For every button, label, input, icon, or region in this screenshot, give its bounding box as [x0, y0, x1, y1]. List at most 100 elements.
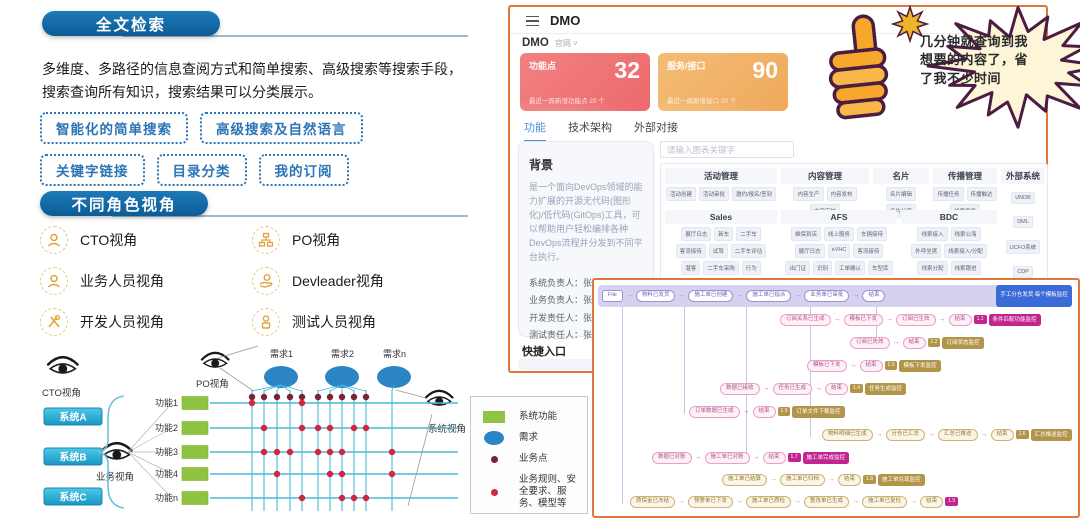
- module-chip[interactable]: 车辆接待: [857, 227, 888, 241]
- module-chip[interactable]: CDP: [1013, 266, 1033, 278]
- module-chip[interactable]: eVHC: [827, 244, 851, 258]
- module-chip[interactable]: 活动审批: [698, 187, 729, 201]
- flow-row: 施工单已结算 → 施工单已归档 → 结束 1.8 施工单兑现监控: [722, 474, 925, 486]
- module-chip[interactable]: 展厅日志: [794, 244, 825, 258]
- flow-arrow-icon: →: [938, 316, 946, 324]
- flow-arrow-icon: →: [762, 385, 770, 393]
- flow-row: 模板已下发 → 结束 1.3 模板下发监控: [807, 360, 941, 372]
- module-chip[interactable]: 工单确认: [835, 261, 866, 275]
- blue-ellipse: [479, 431, 509, 446]
- module-chip[interactable]: 内容生产: [793, 187, 824, 201]
- module-chip[interactable]: 展厅日志: [681, 227, 712, 241]
- tab-功能[interactable]: 功能: [524, 119, 546, 142]
- legend-item: 需求: [479, 431, 579, 446]
- legend-label: 业务点: [519, 453, 548, 465]
- role-item: 测试人员视角: [252, 308, 450, 336]
- search-feature-tags: 智能化的简单搜索 高级搜索及自然语言 关键字链接 目录分类 我的订阅: [40, 112, 386, 186]
- flow-arrow-icon: →: [892, 339, 900, 347]
- module-chip[interactable]: 传播触达: [966, 187, 997, 201]
- module-chip[interactable]: 新车: [714, 227, 734, 241]
- module-chip[interactable]: 线索接入: [917, 227, 948, 241]
- search-feature-tag: 智能化的简单搜索: [40, 112, 188, 144]
- module-chip[interactable]: 邀约/报名/签到: [731, 187, 777, 201]
- flow-node: 结束: [920, 496, 944, 508]
- role-label: PO视角: [292, 232, 341, 248]
- module-chip[interactable]: UNDB: [1011, 192, 1035, 204]
- module-chip[interactable]: 内容发布: [826, 187, 857, 201]
- flow-step-chip: 1.3: [884, 361, 898, 371]
- quick-entry-box[interactable]: [518, 359, 622, 370]
- tab-技术架构[interactable]: 技术架构: [568, 122, 612, 134]
- flow-step-chip: 1.9: [945, 497, 959, 507]
- module-chip[interactable]: 客流接待: [675, 244, 706, 258]
- flow-arrow-icon: →: [742, 408, 750, 416]
- svg-text:系统B: 系统B: [59, 451, 86, 464]
- module-chip[interactable]: 名片编辑: [885, 187, 916, 201]
- hamburger-menu-icon[interactable]: [526, 16, 539, 26]
- module-group: 名片名片编辑名片分享: [873, 168, 929, 218]
- module-chip[interactable]: 活动创建: [665, 187, 696, 201]
- flow-arrow-icon: →: [828, 476, 836, 484]
- search-input[interactable]: [660, 141, 794, 158]
- flow-row: 订阅已失效 → 结束 1.2 订阅状态监控: [850, 337, 984, 349]
- search-feature-tag: 高级搜索及自然语言: [200, 112, 363, 144]
- module-chip[interactable]: 线上服务: [823, 227, 854, 241]
- module-chip[interactable]: 二手车评估: [730, 244, 767, 258]
- flow-step-chip: 1.6: [1015, 430, 1029, 440]
- svg-text:业务视角: 业务视角: [96, 471, 134, 483]
- module-group-items: 活动创建 活动审批 邀约/报名/签到: [665, 187, 777, 201]
- module-chip[interactable]: 客流接待: [853, 244, 884, 258]
- red-dot: [490, 488, 498, 496]
- speech-bubble-starburst: [890, 4, 1080, 129]
- module-chip[interactable]: UCFO系统: [1005, 240, 1041, 254]
- system-button[interactable]: [43, 447, 103, 466]
- system-button[interactable]: [43, 487, 103, 506]
- flow-node: 任务已生成: [772, 383, 813, 395]
- stat-card: 服务/接口 90 最近一周新增接口 20 个: [658, 53, 788, 111]
- testimonial-text: 几分钟就查询到我想要的内容了，省了我不少时间: [920, 34, 1029, 86]
- quick-entry-label: 快捷入口: [522, 346, 566, 358]
- module-chip[interactable]: 线索接入/分配: [944, 244, 987, 258]
- module-chip[interactable]: 外呼坐席: [911, 244, 942, 258]
- module-chip[interactable]: 线索分配: [917, 261, 948, 275]
- module-chip[interactable]: DML: [1013, 216, 1033, 228]
- flow-arrow-icon: →: [736, 498, 744, 506]
- module-chip[interactable]: 车型库: [868, 261, 893, 275]
- flow-row: 订阅关系已生成 → 模板已下发 → 订阅已生效 → 结束 1.1 条件匹配功能监控: [780, 314, 1041, 326]
- tester-icon: [252, 308, 280, 336]
- flow-arrow-icon: →: [928, 431, 936, 439]
- role-item: 开发人员视角: [40, 308, 252, 336]
- flow-row: 质保金已冻结 → 预警单已下发 → 施工单已质检 → 整改单已生成 → 施工单已复检 → 结束 1.9: [630, 496, 959, 508]
- flow-arrow-icon: →: [794, 498, 802, 506]
- breadcrumb-main: DMO: [522, 37, 549, 49]
- flow-arrow-icon: →: [625, 292, 633, 300]
- flow-node: 结束: [825, 383, 849, 395]
- org-chart-icon: [252, 226, 280, 254]
- svg-text:功能4: 功能4: [155, 468, 178, 479]
- module-chip[interactable]: 二手车采购: [703, 261, 739, 275]
- module-chip[interactable]: 线索公海: [950, 227, 981, 241]
- role-label: 业务人员视角: [80, 273, 164, 289]
- svg-text:系统视角: 系统视角: [428, 423, 466, 435]
- system-button[interactable]: [43, 407, 103, 426]
- legend-label: 业务规则、安全要求、服务、模型等: [519, 473, 577, 510]
- svg-text:CTO视角: CTO视角: [42, 387, 81, 399]
- module-chip[interactable]: 潜客: [681, 261, 701, 275]
- tab-外部对接[interactable]: 外部对接: [634, 122, 678, 134]
- module-group-items: 名片编辑名片分享: [873, 187, 929, 218]
- owner-line: 系统负责人：张磊: [529, 277, 602, 288]
- stat-card-title: 服务/接口: [667, 61, 706, 71]
- module-group-title: 外部系统: [1001, 168, 1045, 184]
- module-chip[interactable]: 行为: [741, 261, 761, 275]
- module-chip[interactable]: 试驾: [708, 244, 728, 258]
- module-chip[interactable]: 出门证: [785, 261, 810, 275]
- module-chip[interactable]: 传播任务: [933, 187, 964, 201]
- module-group-title: BDC: [901, 210, 997, 224]
- module-chip[interactable]: 线索跟进: [950, 261, 981, 275]
- breadcrumb-sub[interactable]: 官网 ˅: [554, 39, 578, 48]
- module-chip[interactable]: 二手车: [736, 227, 761, 241]
- module-chip[interactable]: 维保到店: [790, 227, 821, 241]
- module-chip[interactable]: 识别: [812, 261, 832, 275]
- flow-node: 物料已发货: [635, 290, 676, 302]
